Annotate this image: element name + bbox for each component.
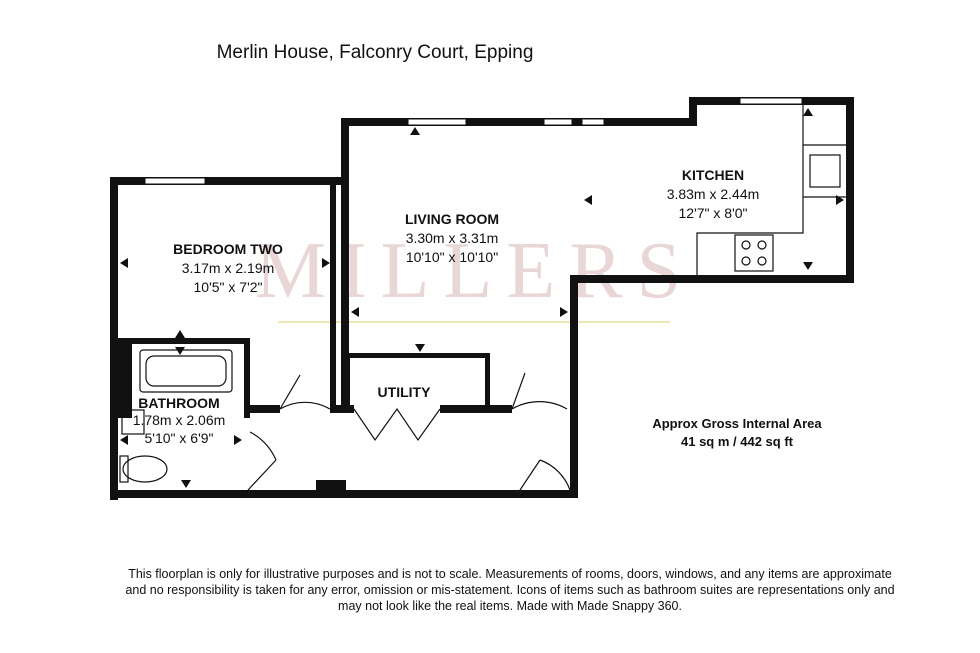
room-metric: 1.78m x 2.06m (133, 412, 226, 428)
title: Merlin House, Falconry Court, Epping (217, 42, 534, 63)
fixtures (119, 105, 846, 491)
room-metric: 3.30m x 3.31m (406, 230, 499, 246)
area-value: 41 sq m / 442 sq ft (681, 434, 794, 449)
room-name: KITCHEN (682, 167, 744, 183)
watermark: MILLERS (255, 227, 695, 315)
room-name: BATHROOM (138, 395, 219, 411)
disclaimer-line: and no responsibility is taken for any e… (125, 583, 894, 597)
room-imperial: 5'10" x 6'9" (145, 430, 214, 446)
room-imperial: 10'10" x 10'10" (406, 249, 498, 265)
room-metric: 3.17m x 2.19m (182, 260, 275, 276)
windows (144, 97, 803, 185)
room-imperial: 12'7" x 8'0" (679, 205, 748, 221)
room-metric: 3.83m x 2.44m (667, 186, 760, 202)
room-name: UTILITY (378, 384, 432, 400)
disclaimer-line: may not look like the real items. Made w… (338, 599, 682, 613)
area-label: Approx Gross Internal Area (652, 416, 822, 431)
room-name: BEDROOM TWO (173, 241, 283, 257)
room-imperial: 10'5" x 7'2" (194, 279, 263, 295)
disclaimer-line: This floorplan is only for illustrative … (128, 567, 892, 581)
walls (110, 97, 854, 500)
room-name: LIVING ROOM (405, 211, 499, 227)
